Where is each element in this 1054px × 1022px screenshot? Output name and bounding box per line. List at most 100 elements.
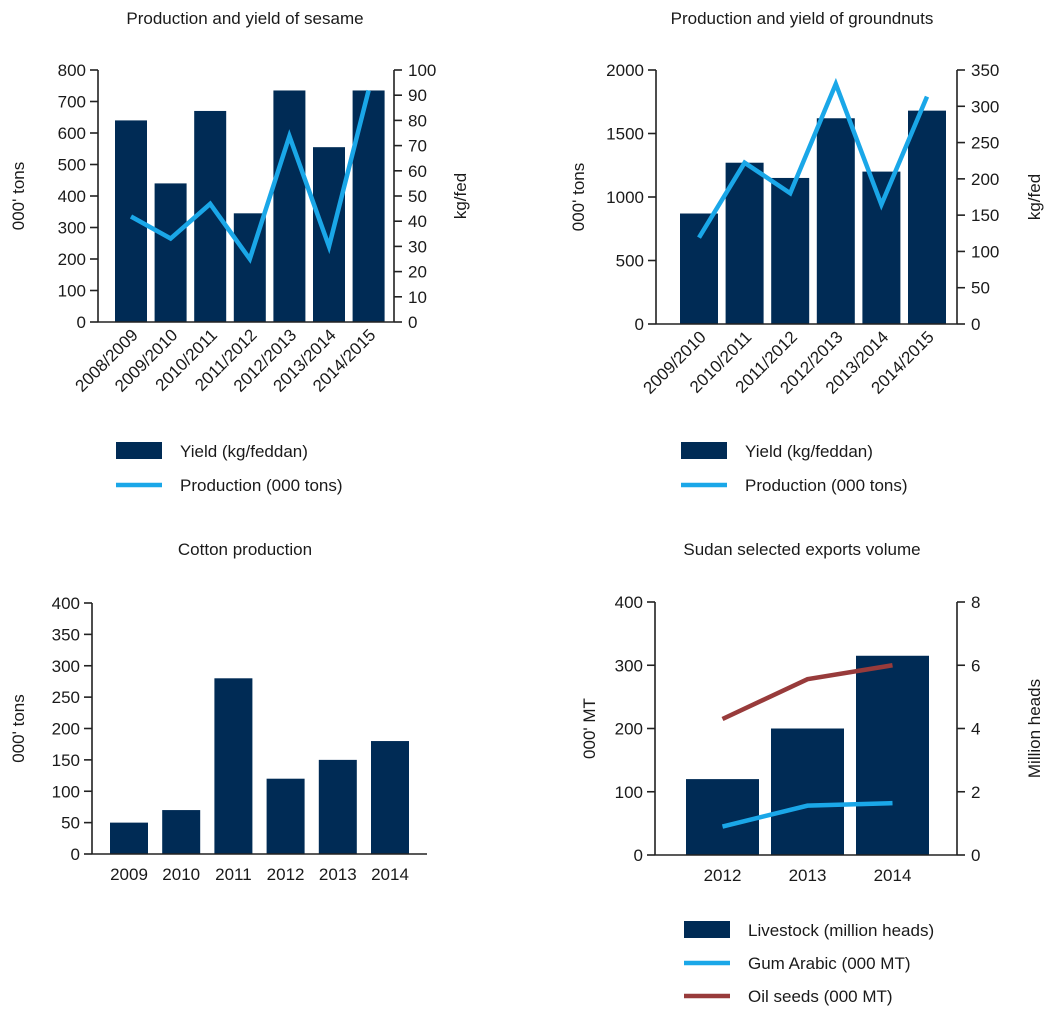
y-tick-label: 1500 — [606, 125, 644, 144]
legend-swatch-bar — [684, 921, 730, 938]
y2-tick-label: 100 — [971, 242, 999, 261]
y2-tick-label: 250 — [971, 134, 999, 153]
y-tick-label: 100 — [58, 282, 86, 301]
x-tick-label: 2012 — [704, 866, 742, 885]
x-tick-label: 2010 — [162, 865, 200, 884]
y-tick-label: 200 — [58, 250, 86, 269]
bar-2009 — [110, 822, 148, 854]
x-tick-label: 2009 — [110, 865, 148, 884]
bar-2012 — [266, 778, 305, 854]
bar-2012/2013 — [816, 118, 855, 324]
y2-tick-label: 150 — [971, 206, 999, 225]
bar-2010 — [162, 810, 201, 854]
y-tick-label: 200 — [52, 720, 80, 739]
bar-2012/2013 — [273, 90, 306, 322]
legend-label: Gum Arabic (000 MT) — [748, 954, 911, 973]
y-axis-label: 000' tons — [9, 162, 28, 230]
bar-2011/2012 — [771, 177, 810, 324]
y2-tick-label: 90 — [408, 86, 427, 105]
bar-2013 — [771, 728, 844, 855]
y-tick-label: 100 — [615, 783, 643, 802]
y2-tick-label: 50 — [971, 279, 990, 298]
y2-tick-label: 0 — [971, 846, 980, 865]
chart-panel-2: Cotton production 0 50 100 150 200 250 300 350 40… — [9, 540, 427, 884]
y2-tick-label: 8 — [971, 593, 980, 612]
legend-label: Production (000 tons) — [180, 476, 343, 495]
bar-2013 — [318, 759, 357, 854]
y-tick-label: 350 — [52, 625, 80, 644]
y-tick-label: 250 — [52, 688, 80, 707]
y2-tick-label: 60 — [408, 162, 427, 181]
y2-tick-label: 40 — [408, 212, 427, 231]
y2-tick-label: 30 — [408, 237, 427, 256]
y-axis-label: 000' tons — [9, 694, 28, 762]
y-tick-label: 2000 — [606, 61, 644, 80]
y2-tick-label: 0 — [408, 313, 417, 332]
y-axis-label: 000' tons — [569, 163, 588, 231]
bar-2014/2015 — [908, 110, 946, 324]
x-tick-label: 2012 — [267, 865, 305, 884]
y-tick-label: 300 — [615, 656, 643, 675]
bar-2012 — [686, 779, 759, 855]
y2-tick-label: 50 — [408, 187, 427, 206]
y-tick-label: 500 — [58, 156, 86, 175]
y2-tick-label: 200 — [971, 170, 999, 189]
chart-panel-0: Production and yield of sesame0100200300… — [9, 9, 470, 495]
x-tick-label: 2014 — [874, 866, 912, 885]
y-tick-label: 100 — [52, 782, 80, 801]
y2-tick-label: 100 — [408, 61, 436, 80]
series-line-1 — [697, 77, 930, 239]
legend-label: Oil seeds (000 MT) — [748, 987, 893, 1006]
bar-2011 — [214, 678, 253, 854]
chart-panel-1: Production and yield of groundnuts 0 500 10… — [569, 9, 1044, 495]
y-tick-label: 1000 — [606, 188, 644, 207]
y2-tick-label: 6 — [971, 656, 980, 675]
y-tick-label: 300 — [58, 219, 86, 238]
chart-title: Production and yield of groundnuts — [671, 9, 934, 28]
y-tick-label: 600 — [58, 124, 86, 143]
y2-tick-label: 0 — [971, 315, 980, 334]
bar-2013/2014 — [313, 147, 345, 322]
y2-tick-label: 2 — [971, 783, 980, 802]
legend-label: Yield (kg/feddan) — [745, 442, 873, 461]
y2-axis-label: kg/fed — [451, 173, 470, 219]
chart-title: Sudan selected exports volume — [683, 540, 920, 559]
x-tick-label: 2014 — [371, 865, 409, 884]
chart-title: Production and yield of sesame — [126, 9, 363, 28]
y-tick-label: 300 — [52, 657, 80, 676]
y-tick-label: 400 — [52, 594, 80, 613]
y2-tick-label: 80 — [408, 111, 427, 130]
y-tick-label: 400 — [615, 593, 643, 612]
y-tick-label: 50 — [61, 814, 80, 833]
bar-2010/2011 — [725, 162, 764, 324]
y2-tick-label: 300 — [971, 97, 999, 116]
y-tick-label: 150 — [52, 751, 80, 770]
y2-tick-label: 20 — [408, 263, 427, 282]
chart-title: Cotton production — [178, 540, 312, 559]
x-tick-label: 2013 — [319, 865, 357, 884]
y-tick-label: 0 — [77, 313, 86, 332]
y-tick-label: 200 — [615, 720, 643, 739]
legend-label: Production (000 tons) — [745, 476, 908, 495]
y-tick-label: 0 — [634, 846, 643, 865]
bar-2014/2015 — [352, 90, 385, 322]
y-tick-label: 400 — [58, 187, 86, 206]
y2-tick-label: 10 — [408, 288, 427, 307]
bar-2009/2010 — [680, 213, 718, 324]
legend-swatch-bar — [681, 442, 727, 459]
legend-label: Yield (kg/feddan) — [180, 442, 308, 461]
y2-tick-label: 4 — [971, 720, 980, 739]
y2-tick-label: 350 — [971, 61, 999, 80]
bar-2013/2014 — [862, 171, 901, 324]
y-tick-label: 700 — [58, 93, 86, 112]
y-axis-label: 000' MT — [580, 698, 599, 759]
bar-2014 — [371, 741, 409, 854]
bar-2014 — [856, 655, 929, 855]
x-tick-label: 2013 — [789, 866, 827, 885]
legend-label: Livestock (million heads) — [748, 921, 934, 940]
y-tick-label: 800 — [58, 61, 86, 80]
legend-swatch-bar — [116, 442, 162, 459]
chart-panel-3: Sudan selected exports volume 0 100 200 300 4… — [580, 540, 1044, 1006]
y-tick-label: 500 — [616, 252, 644, 271]
